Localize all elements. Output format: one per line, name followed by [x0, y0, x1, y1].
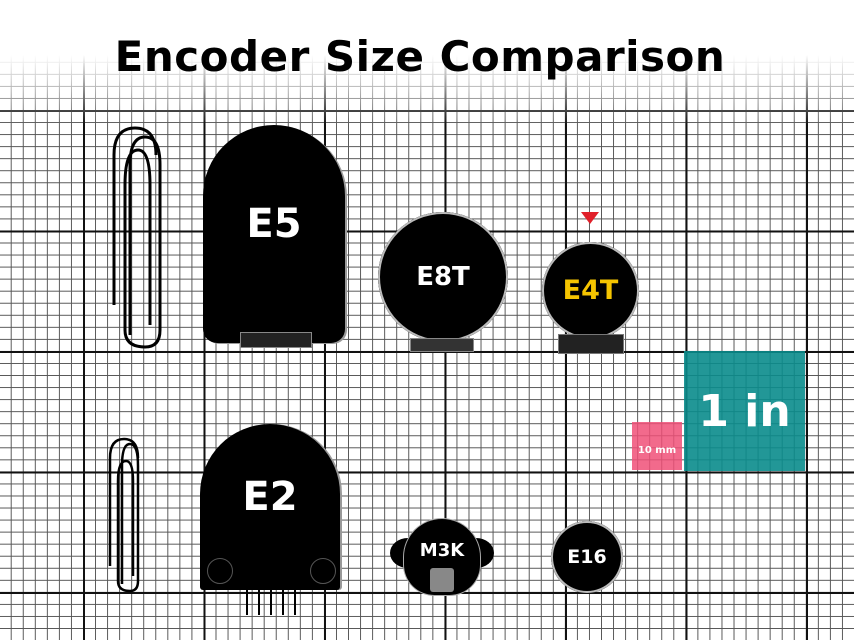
page-title: Encoder Size Comparison	[114, 32, 726, 81]
marker-triangle-icon	[581, 212, 599, 224]
paperclip-small-icon	[108, 437, 140, 593]
encoder-e2-label: E2	[242, 474, 298, 520]
scale-10mm-label: 10 mm	[637, 445, 677, 456]
e2-mount-hole-right	[310, 558, 336, 584]
encoder-e16: E16	[551, 521, 623, 593]
scale-1in-label: 1 in	[698, 385, 791, 437]
paperclip-large-icon	[112, 126, 162, 349]
encoder-e5: E5	[203, 125, 345, 343]
encoder-e5-label: E5	[246, 201, 302, 247]
encoder-e8t: E8T	[378, 212, 508, 342]
e2-pins	[246, 590, 296, 615]
e5-connector	[240, 332, 312, 348]
background-fade	[0, 0, 854, 130]
m3k-shaft	[430, 568, 454, 592]
e2-mount-hole-left	[207, 558, 233, 584]
encoder-e4t-label: E4T	[562, 275, 619, 306]
encoder-e4t: E4T	[542, 242, 639, 339]
encoder-e16-label: E16	[567, 546, 607, 568]
scale-10mm-square: 10 mm	[632, 422, 682, 470]
e4t-connector	[558, 334, 624, 354]
encoder-e8t-label: E8T	[416, 262, 470, 292]
e8t-connector	[410, 338, 474, 352]
encoder-m3k-label: M3K	[419, 539, 465, 561]
scale-1in-square: 1 in	[684, 351, 805, 471]
